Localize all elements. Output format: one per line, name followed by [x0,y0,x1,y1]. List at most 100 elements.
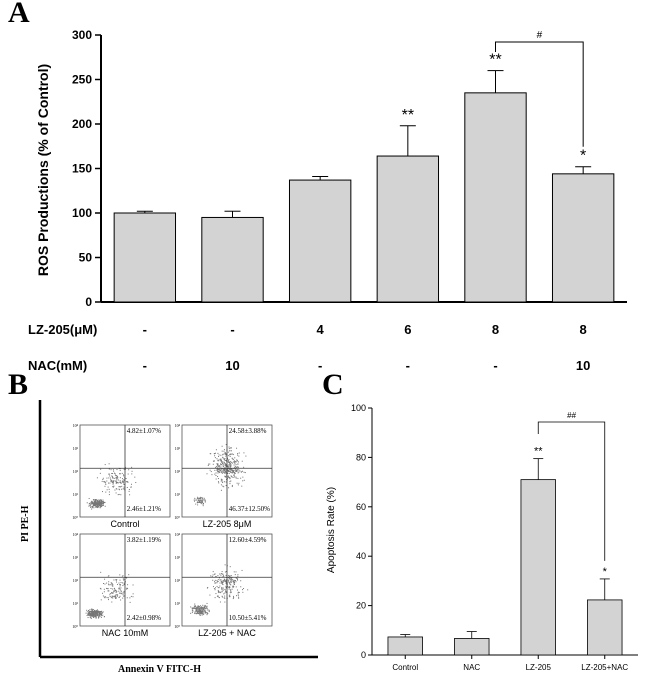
flow-event-dot [111,481,113,483]
flow-event-dot [97,505,99,507]
flow-event-dot [121,481,123,483]
flow-event-dot [219,579,221,581]
flow-event-dot [229,476,231,478]
flow-event-dot [127,584,129,586]
flow-event-dot [198,501,200,503]
flow-event-dot [112,469,114,471]
flow-event-dot [94,505,96,507]
flow-event-dot [123,584,125,586]
flow-event-dot [203,502,205,504]
flow-event-dot [228,575,230,577]
flow-event-dot [230,591,232,593]
flow-event-dot [96,505,98,507]
flow-event-dot [217,596,219,598]
flow-event-dot [237,461,239,463]
flow-event-dot [212,579,214,581]
flow-axis-tick: 10² [73,578,79,583]
flow-event-dot [200,611,202,613]
flow-event-dot [119,480,121,482]
apoptosis-y-tick-label: 0 [361,650,366,660]
flow-event-dot [215,582,217,584]
flow-event-dot [90,616,92,618]
flow-event-dot [230,581,232,583]
flow-event-dot [225,476,227,478]
flow-event-dot [109,595,111,597]
flow-event-dot [99,505,101,507]
flow-event-dot [220,579,222,581]
flow-event-dot [201,611,203,613]
flow-event-dot [229,463,231,465]
flow-event-dot [230,466,232,468]
flow-event-dot [237,575,239,577]
flow-event-dot [203,614,205,616]
flow-event-dot [230,581,232,583]
flow-event-dot [112,477,114,479]
flow-event-dot [225,571,227,573]
flow-event-dot [221,481,223,483]
flow-event-dot [237,594,239,596]
flow-event-dot [225,464,227,466]
flow-event-dot [232,458,234,460]
flow-event-dot [120,582,122,584]
flow-event-dot [114,596,116,598]
flow-event-dot [214,573,216,575]
flow-event-dot [235,466,237,468]
flow-event-dot [230,454,232,456]
flow-event-dot [124,468,126,470]
flow-event-dot [102,611,104,613]
flow-event-dot [128,490,130,492]
flow-event-dot [221,590,223,592]
flow-event-dot [231,469,233,471]
flow-event-dot [229,469,231,471]
flow-event-dot [99,613,101,615]
flow-event-dot [100,612,102,614]
flow-event-dot [202,612,204,614]
flow-event-dot [224,452,226,454]
flow-event-dot [109,594,111,596]
flow-event-dot [120,486,122,488]
flow-event-dot [123,590,125,592]
flow-event-dot [218,587,220,589]
flow-event-dot [123,595,125,597]
flow-event-dot [229,583,231,585]
panel-a-letter: A [8,0,30,29]
flow-event-dot [233,473,235,475]
flow-event-dot [115,594,117,596]
flow-event-dot [109,584,111,586]
flow-event-dot [208,463,210,465]
flow-event-dot [88,609,90,611]
flow-event-dot [225,587,227,589]
flow-event-dot [102,614,104,616]
flow-event-dot [226,478,228,480]
flow-event-dot [223,472,225,474]
flow-event-dot [197,607,199,609]
flow-event-dot [215,472,217,474]
flow-event-dot [91,612,93,614]
apoptosis-y-tick-label: 20 [356,601,366,611]
flow-event-dot [228,587,230,589]
table-cell: - [493,358,498,373]
flow-event-dot [200,608,202,610]
flow-event-dot [114,597,116,599]
flow-event-dot [211,575,213,577]
flow-event-dot [221,581,223,583]
flow-event-dot [95,611,97,613]
flow-event-dot [89,611,91,613]
flow-event-dot [97,611,99,613]
flow-event-dot [201,497,203,499]
flow-event-dot [225,463,227,465]
flow-event-dot [222,465,224,467]
flow-event-dot [203,605,205,607]
flow-event-dot [101,502,103,504]
flow-event-dot [92,507,94,509]
flow-event-dot [112,584,114,586]
flow-event-dot [236,460,238,462]
flow-event-dot [228,582,230,584]
flow-event-dot [215,576,217,578]
flow-event-dot [122,582,124,584]
flow-event-dot [228,586,230,588]
flow-event-dot [90,615,92,617]
flow-event-dot [201,500,203,502]
flow-event-dot [104,485,106,487]
flow-event-dot [122,594,124,596]
